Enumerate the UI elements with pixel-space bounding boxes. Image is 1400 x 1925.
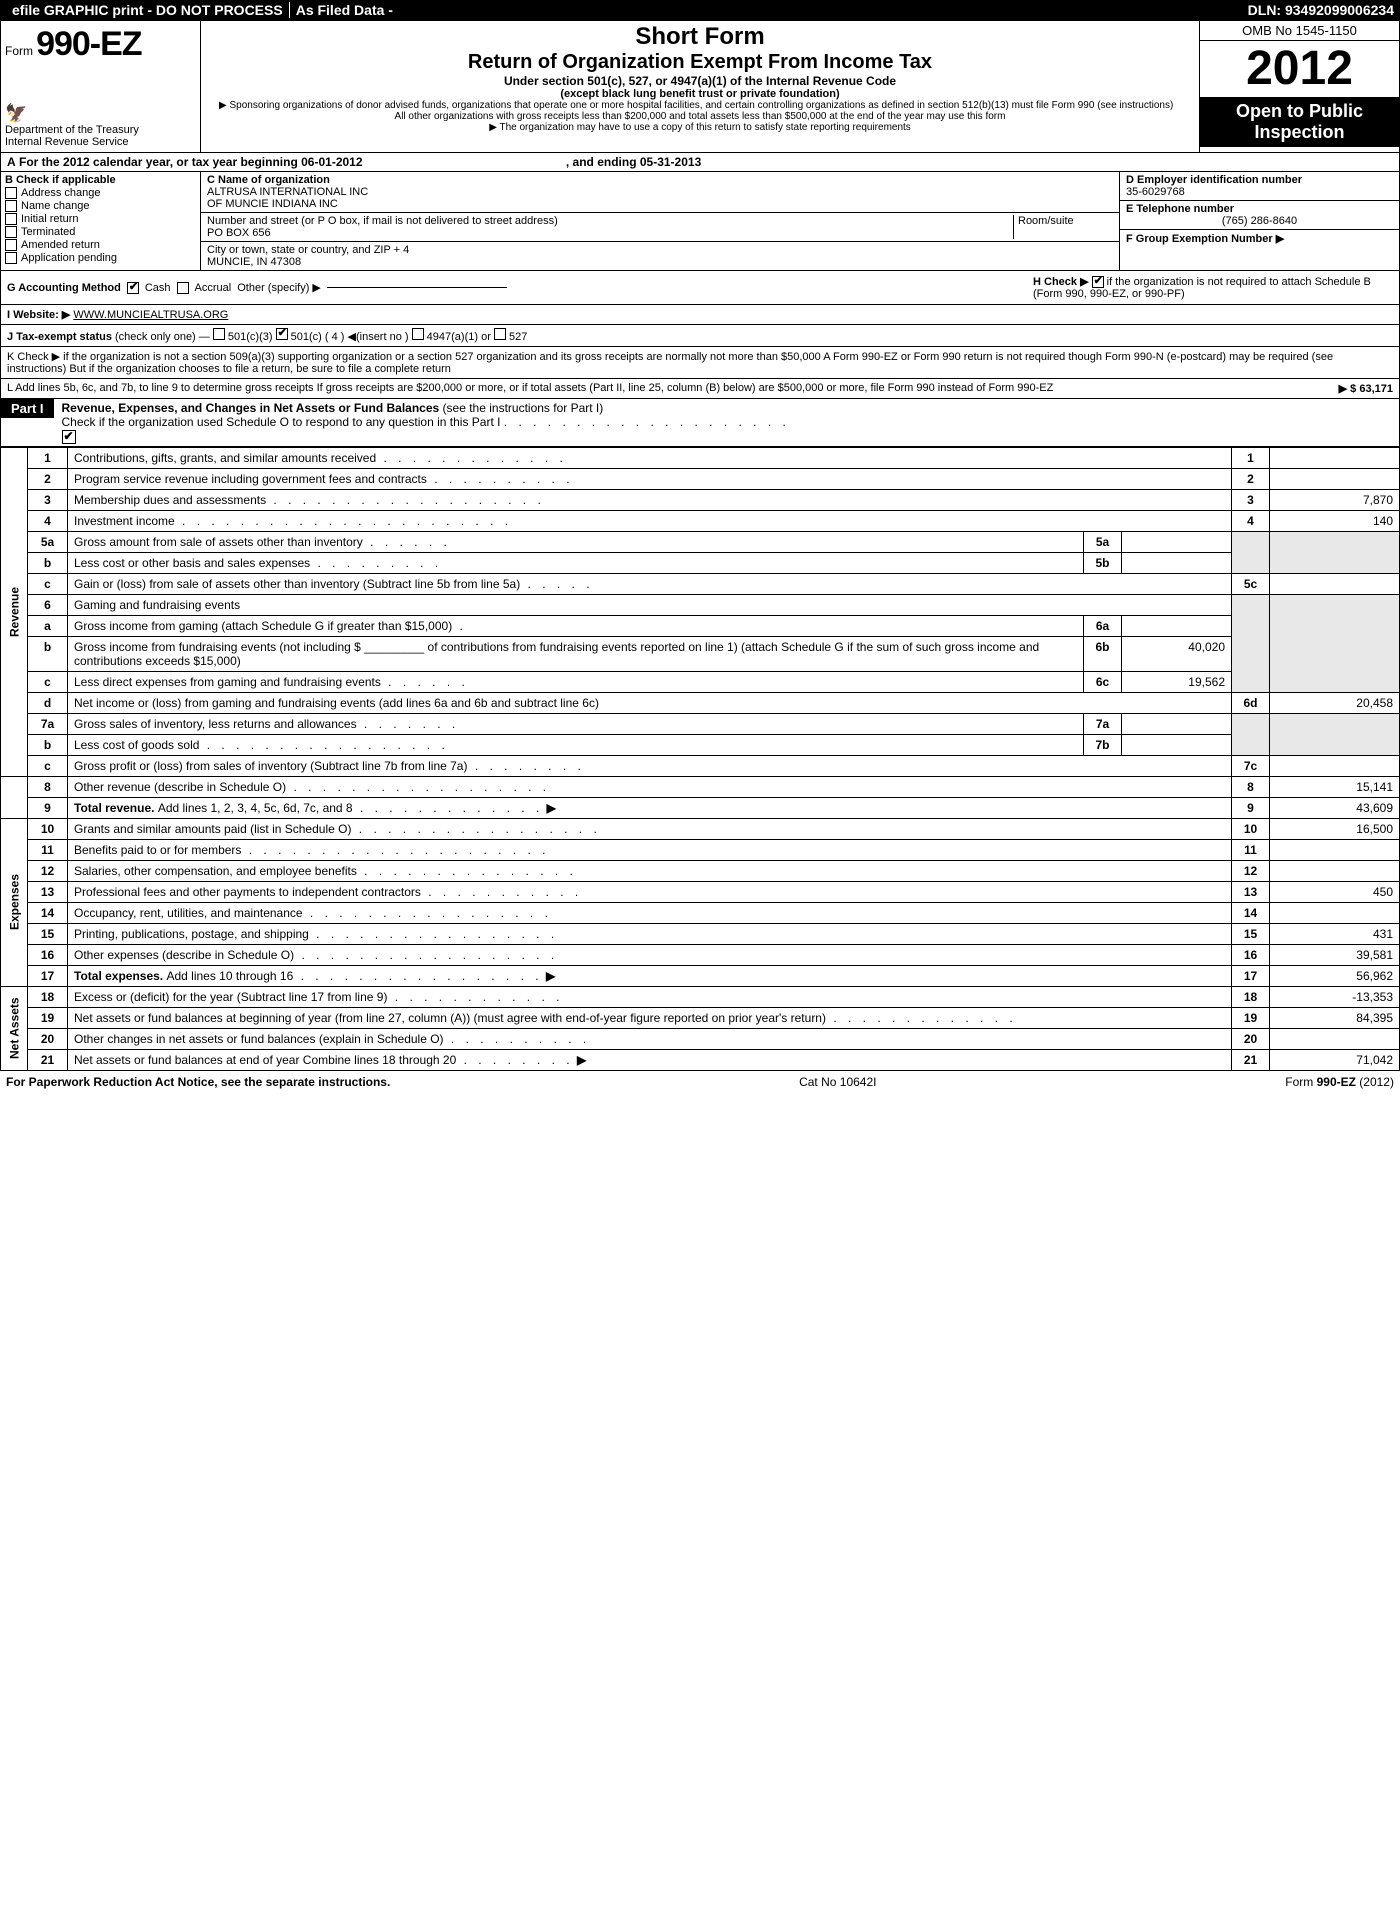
short-form-title: Short Form	[207, 23, 1193, 51]
checkbox-h[interactable]: ✔	[1092, 276, 1104, 288]
col-c: C Name of organization ALTRUSA INTERNATI…	[201, 172, 1119, 270]
row-a: A For the 2012 calendar year, or tax yea…	[0, 153, 1400, 172]
h-label: H Check ▶	[1033, 276, 1089, 288]
form-number: 990-EZ	[36, 25, 142, 63]
d-ein-label: D Employer identification number	[1126, 174, 1393, 186]
footer-right: Form 990-EZ (2012)	[1285, 1075, 1394, 1089]
addr-label: Number and street (or P O box, if mail i…	[207, 215, 1013, 227]
section-bcd: B Check if applicable Address change Nam…	[0, 172, 1400, 271]
paren-note: (except black lung benefit trust or priv…	[207, 88, 1193, 100]
row-gh: G Accounting Method ✔ Cash Accrual Other…	[0, 271, 1400, 305]
irs-label: Internal Revenue Service	[5, 136, 196, 148]
checkbox-501c[interactable]: ✔	[276, 328, 288, 340]
checkbox-terminated[interactable]	[5, 226, 17, 238]
col-d: D Employer identification number 35-6029…	[1119, 172, 1399, 270]
checkbox-name-change[interactable]	[5, 200, 17, 212]
c-name-label: C Name of organization	[207, 174, 1113, 186]
org-address: PO BOX 656	[207, 227, 1013, 239]
dln-label: DLN: 93492099006234	[1248, 2, 1394, 18]
j-label: J Tax-exempt status	[7, 331, 112, 343]
l-text: L Add lines 5b, 6c, and 7b, to line 9 to…	[7, 382, 1053, 395]
return-title: Return of Organization Exempt From Incom…	[207, 51, 1193, 74]
checkbox-app-pending[interactable]	[5, 252, 17, 264]
lines-table: Revenue 1Contributions, gifts, grants, a…	[0, 447, 1400, 1071]
irs-eagle-icon: 🦅	[5, 103, 27, 124]
header-left: Form 990-EZ 🦅 Department of the Treasury…	[1, 21, 201, 152]
header-right: OMB No 1545-1150 2012 Open to Public Ins…	[1199, 21, 1399, 152]
note-2: All other organizations with gross recei…	[207, 111, 1193, 122]
city-label: City or town, state or country, and ZIP …	[207, 244, 409, 256]
g-label: G Accounting Method	[7, 282, 121, 294]
footer-mid: Cat No 10642I	[799, 1075, 876, 1089]
col-b: B Check if applicable Address change Nam…	[1, 172, 201, 270]
checkbox-4947[interactable]	[412, 328, 424, 340]
org-city: MUNCIE, IN 47308	[207, 256, 409, 268]
k-text: K Check ▶ if the organization is not a s…	[7, 351, 1333, 375]
room-suite-label: Room/suite	[1013, 215, 1113, 239]
note-1: ▶ Sponsoring organizations of donor advi…	[207, 100, 1193, 111]
form-page: efile GRAPHIC print - DO NOT PROCESS As …	[0, 0, 1400, 1093]
header: Form 990-EZ 🦅 Department of the Treasury…	[0, 20, 1400, 153]
row-l: L Add lines 5b, 6c, and 7b, to line 9 to…	[0, 379, 1400, 399]
row-j: J Tax-exempt status (check only one) — 5…	[0, 325, 1400, 347]
row-a-ending: , and ending 05-31-2013	[566, 155, 701, 169]
f-group-label: F Group Exemption Number ▶	[1126, 232, 1393, 245]
form-prefix: Form	[5, 44, 33, 58]
col-b-head: B Check if applicable	[5, 174, 196, 186]
checkbox-cash[interactable]: ✔	[127, 282, 139, 294]
open-public-badge: Open to Public Inspection	[1200, 97, 1399, 147]
part-1-bar: Part I Revenue, Expenses, and Changes in…	[0, 399, 1400, 447]
footer-left: For Paperwork Reduction Act Notice, see …	[6, 1075, 390, 1089]
tax-year: 2012	[1200, 41, 1399, 97]
website-url[interactable]: WWW.MUNCIEALTRUSA.ORG	[73, 309, 228, 321]
e-phone-label: E Telephone number	[1126, 203, 1393, 215]
row-i: I Website: ▶ WWW.MUNCIEALTRUSA.ORG	[0, 305, 1400, 325]
omb-number: OMB No 1545-1150	[1200, 21, 1399, 41]
expenses-section-label: Expenses	[1, 818, 28, 986]
part-1-instr: (see the instructions for Part I)	[443, 401, 604, 415]
phone-value: (765) 286-8640	[1126, 215, 1393, 227]
checkbox-amended[interactable]	[5, 239, 17, 251]
note-3: ▶ The organization may have to use a cop…	[207, 122, 1193, 133]
row-a-text: For the 2012 calendar year, or tax year …	[19, 155, 363, 169]
checkbox-527[interactable]	[494, 328, 506, 340]
ein-value: 35-6029768	[1126, 186, 1393, 198]
org-name-2: OF MUNCIE INDIANA INC	[207, 198, 1113, 210]
part-1-check-text: Check if the organization used Schedule …	[62, 415, 501, 429]
row-a-prefix: A	[7, 155, 16, 169]
part-1-title: Revenue, Expenses, and Changes in Net As…	[62, 401, 440, 415]
checkbox-address-change[interactable]	[5, 187, 17, 199]
checkbox-accrual[interactable]	[177, 282, 189, 294]
top-bar: efile GRAPHIC print - DO NOT PROCESS As …	[0, 0, 1400, 20]
header-middle: Short Form Return of Organization Exempt…	[201, 21, 1199, 152]
revenue-section-label: Revenue	[1, 447, 28, 776]
part-1-label: Part I	[1, 399, 54, 418]
row-k: K Check ▶ if the organization is not a s…	[0, 347, 1400, 379]
l-amount: ▶ $ 63,171	[1339, 382, 1393, 395]
subtitle: Under section 501(c), 527, or 4947(a)(1)…	[207, 74, 1193, 88]
efile-label: efile GRAPHIC print - DO NOT PROCESS	[6, 2, 290, 18]
footer: For Paperwork Reduction Act Notice, see …	[0, 1071, 1400, 1093]
netassets-section-label: Net Assets	[1, 986, 28, 1070]
i-label: I Website: ▶	[7, 309, 70, 321]
checkbox-initial-return[interactable]	[5, 213, 17, 225]
org-name-1: ALTRUSA INTERNATIONAL INC	[207, 186, 1113, 198]
as-filed-label: As Filed Data -	[290, 2, 399, 18]
checkbox-schedule-o[interactable]: ✔	[62, 430, 76, 444]
checkbox-501c3[interactable]	[213, 328, 225, 340]
dept-label: Department of the Treasury	[5, 124, 196, 136]
